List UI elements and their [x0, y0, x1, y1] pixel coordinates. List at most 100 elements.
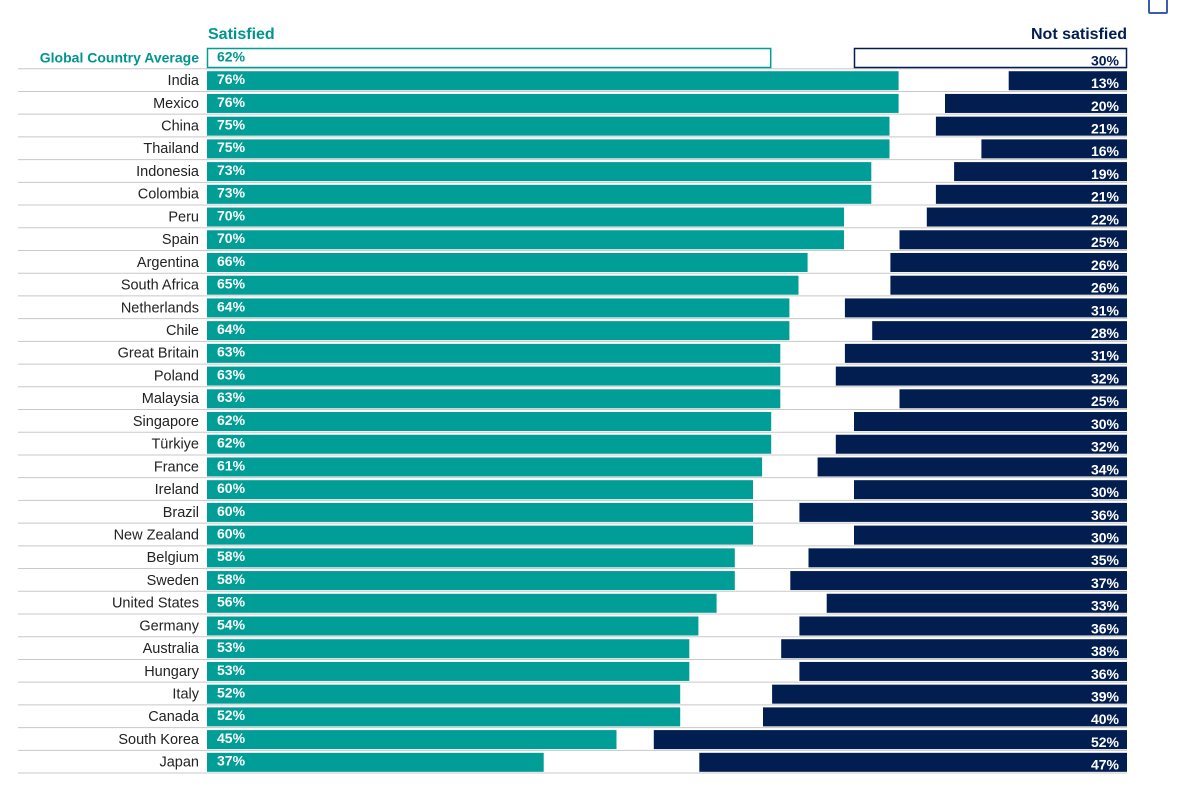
satisfied-bar: [207, 298, 790, 318]
satisfied-value: 73%: [217, 162, 246, 178]
satisfied-bar: [207, 162, 872, 182]
category-label: China: [161, 119, 200, 135]
legend-not-satisfied: Not satisfied: [1031, 26, 1127, 43]
satisfied-value: 70%: [217, 207, 246, 223]
not-satisfied-value: 30%: [1091, 484, 1120, 500]
not-satisfied-value: 26%: [1091, 257, 1120, 273]
average-satisfied-bar: [206, 47, 772, 69]
satisfied-value: 76%: [217, 71, 246, 87]
category-label: Argentina: [137, 255, 200, 271]
not-satisfied-bar: [699, 752, 1127, 772]
satisfied-bar: [207, 730, 617, 750]
not-satisfied-value: 20%: [1091, 98, 1120, 114]
not-satisfied-bar: [790, 571, 1127, 591]
satisfied-value: 62%: [217, 435, 246, 451]
not-satisfied-bar: [835, 366, 1127, 386]
not-satisfied-value: 34%: [1091, 461, 1120, 477]
not-satisfied-value: 30%: [1091, 529, 1120, 545]
satisfied-value: 60%: [217, 503, 246, 519]
satisfied-value: 73%: [217, 185, 246, 201]
not-satisfied-bar: [781, 639, 1127, 659]
not-satisfied-value: 32%: [1091, 439, 1120, 455]
not-satisfied-value: 33%: [1091, 598, 1120, 614]
category-label: Chile: [166, 323, 199, 339]
not-satisfied-bar: [799, 661, 1127, 681]
satisfied-value: 65%: [217, 276, 246, 292]
satisfied-bar: [207, 707, 681, 727]
satisfied-bar: [207, 502, 753, 522]
category-label: France: [154, 459, 199, 475]
not-satisfied-value: 47%: [1091, 757, 1120, 773]
not-satisfied-value: 21%: [1091, 189, 1120, 205]
category-label: United States: [112, 596, 199, 612]
satisfied-value: 63%: [217, 389, 246, 405]
average-satisfied-value: 62%: [217, 48, 246, 64]
not-satisfied-bar: [954, 162, 1127, 182]
category-label: Japan: [159, 755, 199, 771]
satisfied-bar: [207, 684, 681, 704]
category-label: Spain: [162, 232, 199, 248]
not-satisfied-bar: [772, 684, 1127, 704]
satisfied-bar: [207, 525, 753, 545]
category-label: Malaysia: [142, 391, 200, 407]
category-label: Australia: [143, 641, 200, 657]
not-satisfied-bar: [653, 730, 1127, 750]
not-satisfied-bar: [817, 457, 1127, 477]
not-satisfied-value: 52%: [1091, 734, 1120, 750]
not-satisfied-value: 13%: [1091, 75, 1120, 91]
average-not-satisfied-value: 30%: [1091, 52, 1120, 68]
satisfied-value: 61%: [217, 457, 246, 473]
not-satisfied-value: 39%: [1091, 689, 1120, 705]
satisfied-bar: [207, 412, 772, 432]
not-satisfied-bar: [763, 707, 1127, 727]
satisfied-bar: [207, 639, 690, 659]
not-satisfied-bar: [935, 184, 1127, 204]
satisfied-value: 58%: [217, 571, 246, 587]
category-label: Italy: [172, 687, 199, 703]
satisfied-value: 62%: [217, 412, 246, 428]
satisfied-value: 53%: [217, 639, 246, 655]
not-satisfied-bar: [799, 616, 1127, 636]
satisfied-value: 45%: [217, 730, 246, 746]
category-label: Canada: [148, 709, 200, 725]
satisfied-value: 54%: [217, 616, 246, 632]
category-label: Indonesia: [136, 164, 200, 180]
category-label: Mexico: [153, 96, 199, 112]
not-satisfied-bar: [854, 525, 1127, 545]
satisfied-value: 52%: [217, 685, 246, 701]
satisfied-value: 64%: [217, 321, 246, 337]
category-label: Belgium: [147, 550, 199, 566]
satisfied-bar: [207, 366, 781, 386]
satisfied-bar: [207, 321, 790, 341]
satisfied-bar: [207, 593, 717, 613]
not-satisfied-bar: [844, 298, 1127, 318]
corner-square-icon: [1148, 0, 1168, 14]
not-satisfied-bar: [844, 343, 1127, 363]
average-label: Global Country Average: [40, 49, 199, 65]
satisfied-bar: [207, 480, 753, 500]
category-label: Colombia: [138, 187, 200, 203]
not-satisfied-value: 36%: [1091, 620, 1120, 636]
not-satisfied-bar: [926, 207, 1127, 227]
not-satisfied-bar: [945, 93, 1127, 113]
category-label: Germany: [139, 618, 199, 634]
category-label: South Korea: [118, 732, 200, 748]
satisfied-bar: [207, 661, 690, 681]
not-satisfied-value: 16%: [1091, 143, 1120, 159]
satisfied-bar: [207, 252, 808, 272]
satisfied-bar: [207, 93, 899, 113]
satisfied-value: 63%: [217, 344, 246, 360]
not-satisfied-value: 25%: [1091, 234, 1120, 250]
category-label: Türkiye: [151, 437, 199, 453]
satisfied-value: 75%: [217, 139, 246, 155]
category-label: Great Britain: [118, 346, 199, 362]
not-satisfied-value: 31%: [1091, 348, 1120, 364]
not-satisfied-value: 36%: [1091, 666, 1120, 682]
satisfied-bar: [207, 457, 763, 477]
not-satisfied-bar: [872, 321, 1127, 341]
not-satisfied-bar: [899, 230, 1127, 250]
satisfied-value: 53%: [217, 662, 246, 678]
satisfied-bar: [207, 343, 781, 363]
chart-rows: Global Country Average 62% 30% India 76% 13% M…: [18, 47, 1128, 774]
